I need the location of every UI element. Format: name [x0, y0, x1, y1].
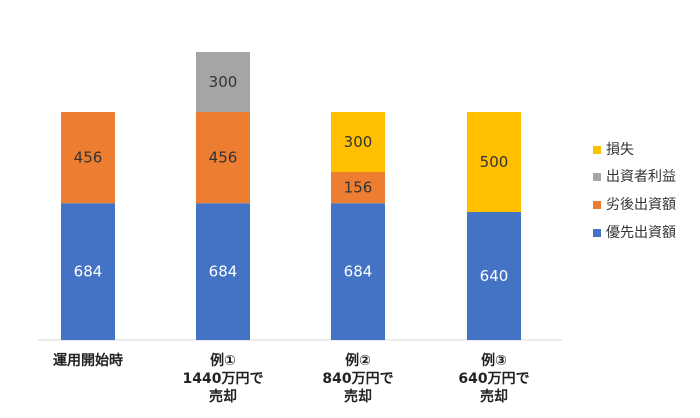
category-label-1-0: 例① [210, 352, 236, 369]
bar-segment-0-0 [61, 203, 115, 340]
legend-swatch-1 [593, 201, 601, 209]
legend-label-3: 損失 [606, 142, 634, 158]
legend-label-2: 出資者利益 [606, 169, 676, 185]
bar-value-label-3-3: 500 [480, 153, 509, 171]
legend-swatch-3 [593, 146, 601, 154]
bar-value-label-3-0: 640 [480, 267, 509, 285]
bar-value-label-1-2: 300 [209, 73, 238, 91]
category-label-1-1: 1440万円で [183, 371, 264, 387]
bar-value-label-2-0: 684 [344, 263, 373, 281]
bar-segment-1-2 [196, 52, 250, 112]
category-label-2-0: 例② [345, 352, 371, 369]
bars-group [61, 52, 521, 340]
bar-value-label-2-1: 156 [344, 179, 373, 197]
bar-segment-0-1 [61, 112, 115, 204]
bar-value-label-1-0: 684 [209, 263, 238, 281]
category-label-0-0: 運用開始時 [53, 352, 123, 369]
category-label-3-1: 640万円で [458, 371, 529, 387]
legend-swatch-0 [593, 229, 601, 237]
category-label-2-1: 840万円で [322, 371, 393, 387]
legend-swatch-2 [593, 173, 601, 181]
legend-label-0: 優先出資額 [606, 225, 676, 241]
category-label-3-0: 例③ [481, 352, 507, 369]
bar-value-label-0-0: 684 [74, 263, 103, 281]
legend-label-1: 劣後出資額 [606, 197, 676, 213]
bar-segment-3-0 [467, 212, 521, 340]
category-label-1-2: 売却 [209, 388, 237, 405]
bar-segment-2-3 [331, 112, 385, 172]
category-label-2-2: 売却 [344, 388, 372, 405]
category-label-3-2: 売却 [480, 388, 508, 405]
bar-value-label-1-1: 456 [209, 149, 238, 167]
bar-value-label-0-1: 456 [74, 149, 103, 167]
bar-segment-1-1 [196, 112, 250, 204]
bar-segment-3-3 [467, 112, 521, 212]
bar-value-label-2-3: 300 [344, 133, 373, 151]
bar-segment-2-1 [331, 172, 385, 204]
bar-labels-group: 684 456 684 456 300 684 156 300 640 500 [74, 73, 509, 285]
bar-segment-2-0 [331, 203, 385, 340]
bar-segment-1-0 [196, 203, 250, 340]
